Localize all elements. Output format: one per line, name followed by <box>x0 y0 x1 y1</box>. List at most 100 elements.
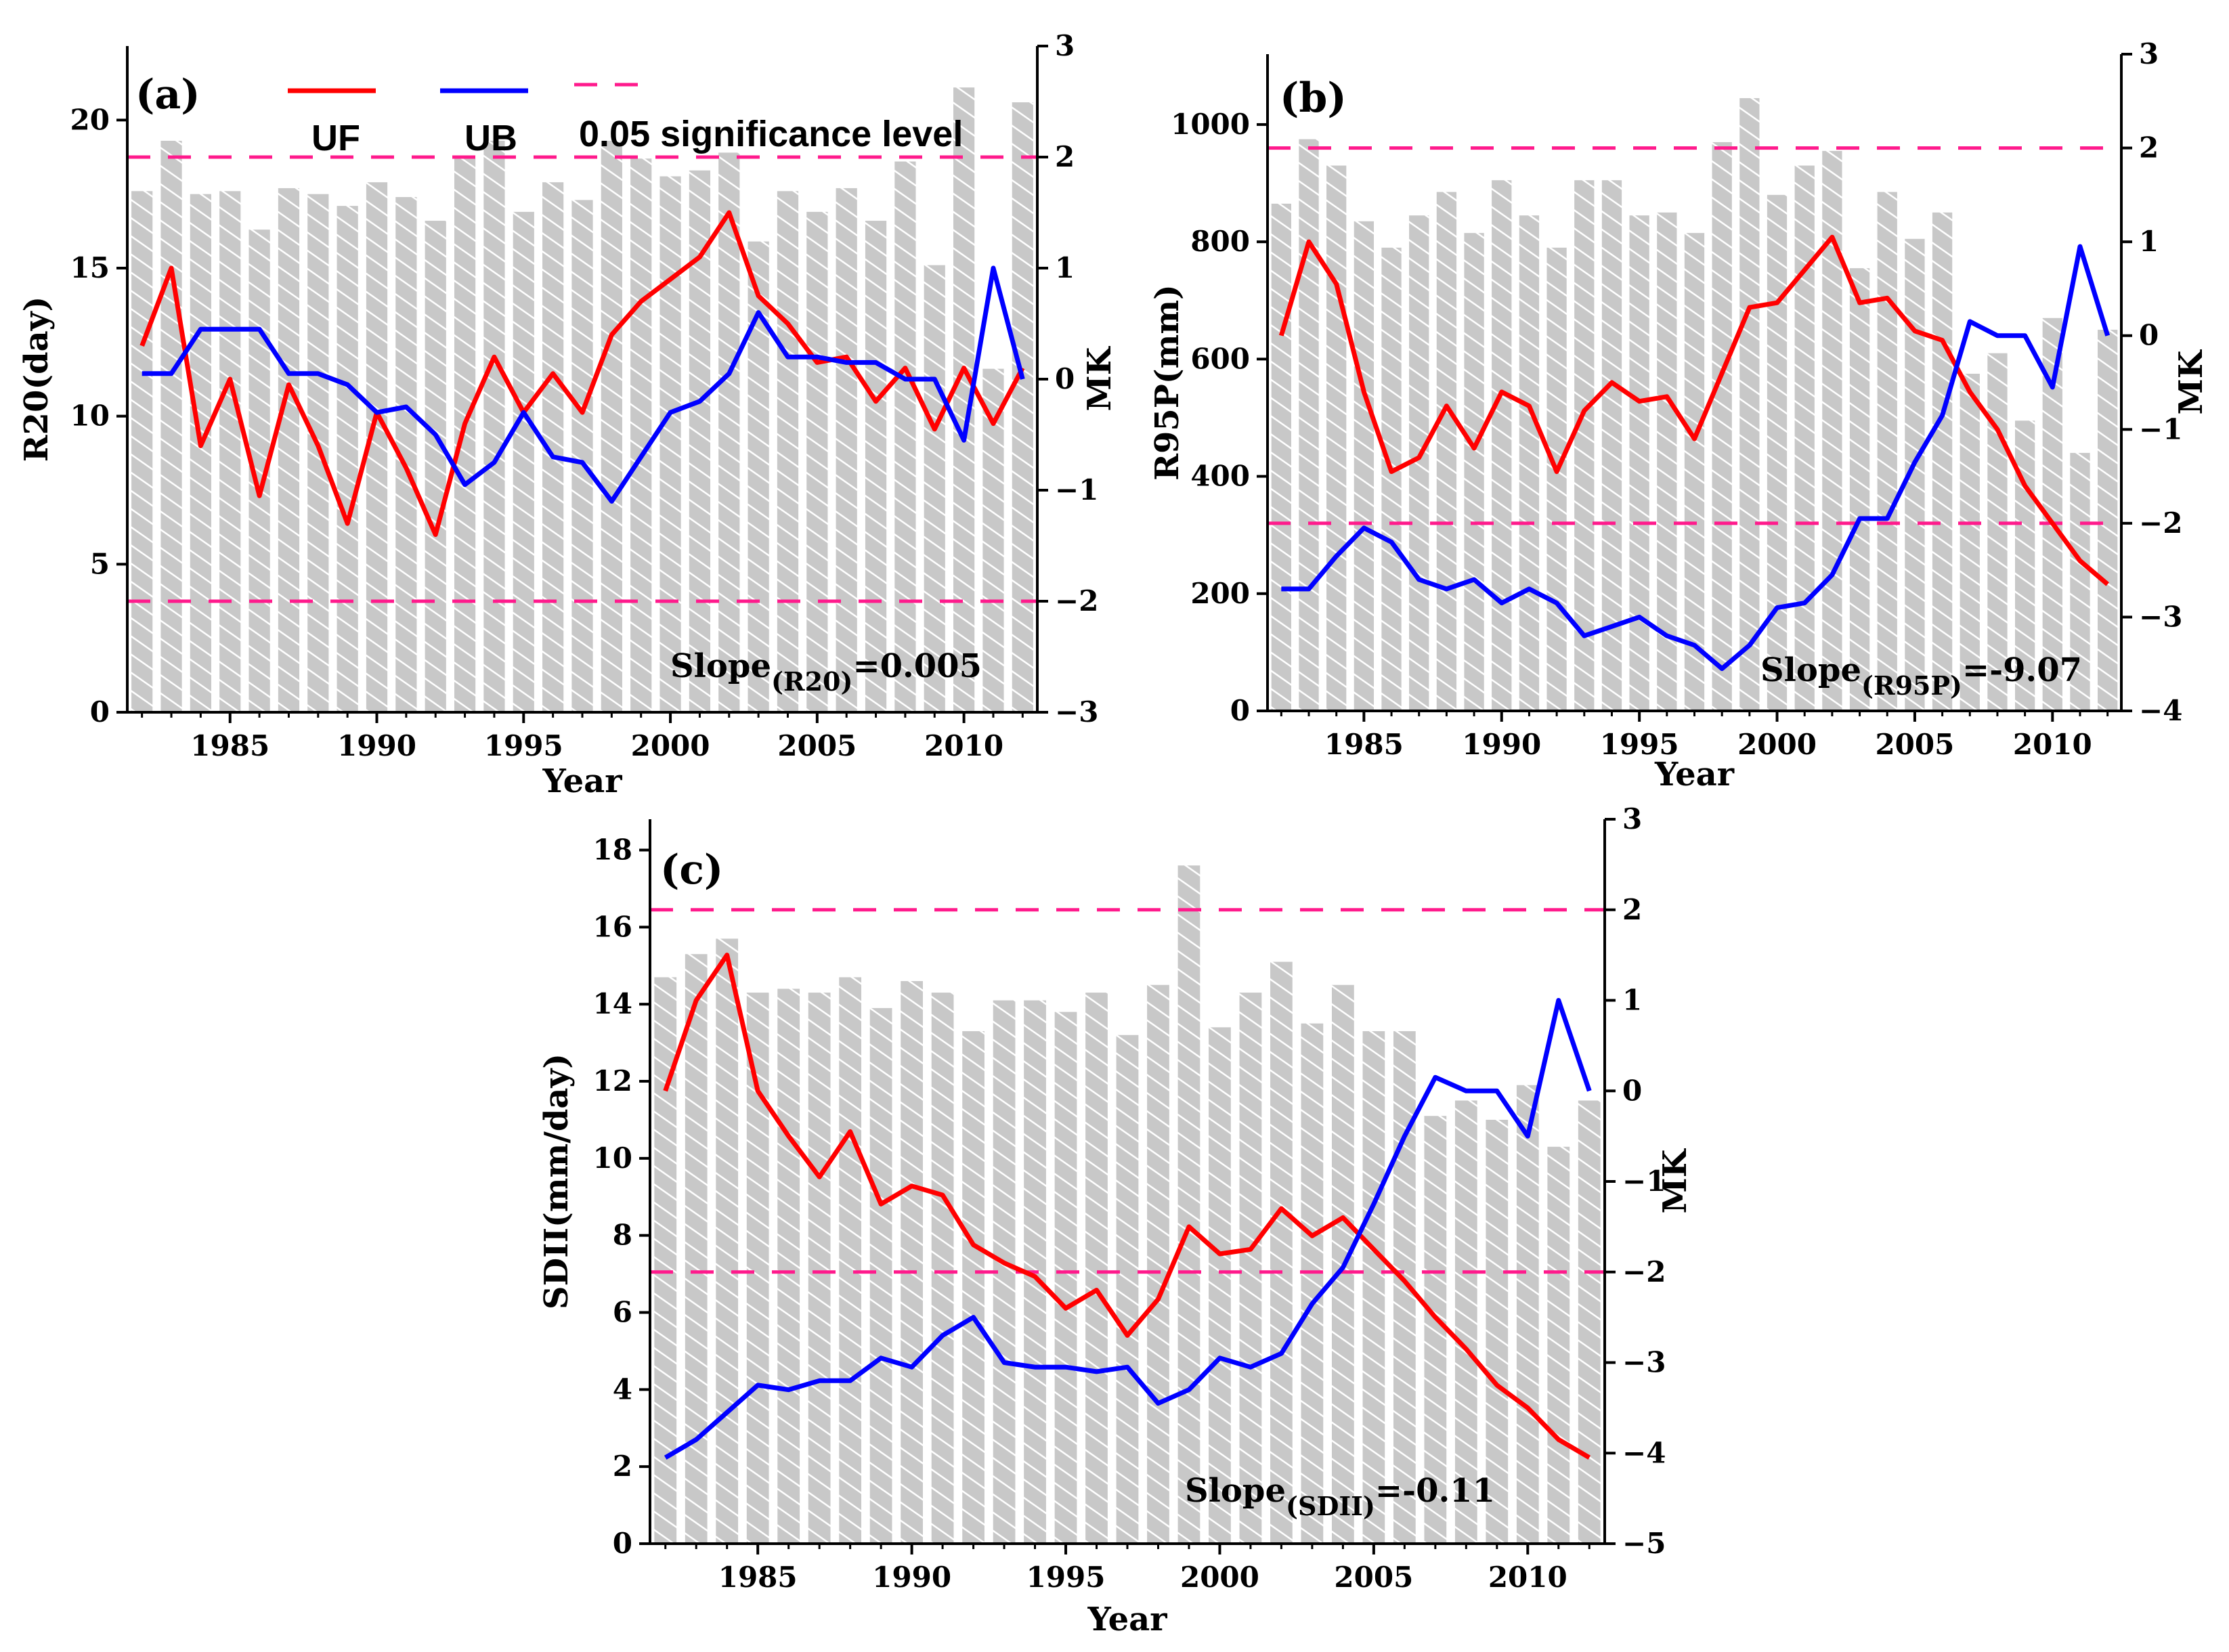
y2-tick-label: −2 <box>1622 1255 1666 1288</box>
bar-1991 <box>1519 215 1540 711</box>
bar-2009 <box>1486 1119 1509 1544</box>
bar-1996 <box>1657 212 1677 711</box>
x-axis-title: Year <box>1087 1601 1167 1638</box>
bar-1989 <box>337 206 358 712</box>
bar-1989 <box>869 1007 892 1544</box>
bar-1991 <box>931 993 954 1544</box>
y2-tick-label: 2 <box>1622 893 1642 926</box>
y-tick-label: 10 <box>593 1142 632 1175</box>
y2-tick-label: 1 <box>1055 251 1075 284</box>
bar-2000 <box>659 176 681 713</box>
bar-1992 <box>962 1031 984 1544</box>
bar-2004 <box>1877 192 1897 711</box>
bar-2012 <box>1578 1100 1601 1544</box>
bar-1984 <box>716 938 739 1544</box>
bar-1988 <box>839 977 862 1544</box>
x-tick-label: 1995 <box>1600 728 1679 761</box>
bar-2005 <box>806 211 828 712</box>
y-tick-label: 200 <box>1190 577 1250 610</box>
y2-tick-label: 3 <box>1055 29 1075 62</box>
bar-2012 <box>1012 102 1033 713</box>
y-tick-label: 16 <box>593 910 632 943</box>
bar-2006 <box>1932 212 1953 711</box>
slope-annotation: Slope(R95P)=-9.07 <box>1760 651 2082 701</box>
bar-1993 <box>1574 180 1595 712</box>
x-tick-label: 2000 <box>1737 728 1817 761</box>
legend-ub-label: UB <box>464 118 517 158</box>
bar-1984 <box>190 194 211 713</box>
bar-1985 <box>1354 221 1375 712</box>
bar-1998 <box>1712 142 1732 712</box>
y2-tick-label: 0 <box>1622 1074 1642 1107</box>
slope-annotation: Slope(SDII)=-0.11 <box>1185 1472 1495 1521</box>
x-tick-label: 2010 <box>924 729 1003 762</box>
bar-2012 <box>2098 330 2118 711</box>
panel-label: (b) <box>1280 74 1347 122</box>
bar-1982 <box>131 191 153 712</box>
y-tick-label: 1000 <box>1171 108 1250 141</box>
bar-1999 <box>1177 865 1200 1544</box>
y2-axis-title: MK <box>1656 1148 1694 1213</box>
y-axis-title: SDII(mm/day) <box>538 1053 576 1309</box>
x-tick-label: 1985 <box>1324 728 1404 761</box>
bar-2002 <box>1270 961 1293 1544</box>
x-tick-label: 1985 <box>718 1561 798 1594</box>
uf-series-line <box>1278 234 2109 586</box>
bar-1990 <box>1492 180 1512 712</box>
bar-1996 <box>1085 993 1108 1544</box>
x-tick-label: 1990 <box>1462 728 1541 761</box>
bar-1995 <box>513 211 534 712</box>
bar-2003 <box>1301 1023 1324 1544</box>
x-tick-label: 1995 <box>1026 1561 1106 1594</box>
bar-1999 <box>1739 97 1760 712</box>
y2-tick-label: 3 <box>2139 37 2159 70</box>
bar-1992 <box>1546 247 1567 711</box>
y2-tick-label: 3 <box>1622 802 1642 835</box>
bar-1993 <box>454 158 476 713</box>
bar-2011 <box>1547 1146 1570 1544</box>
y-axis-title: R20(day) <box>18 297 56 462</box>
y2-tick-label: 1 <box>2139 225 2159 258</box>
y-axis-title: R95P(mm) <box>1148 284 1186 481</box>
y2-axis-title: MK <box>1081 345 1119 411</box>
bar-1987 <box>278 188 300 712</box>
bar-1983 <box>685 954 708 1544</box>
y-tick-label: 2 <box>613 1450 632 1483</box>
y-tick-label: 8 <box>613 1219 632 1252</box>
bar-1990 <box>901 981 923 1544</box>
y2-tick-label: 2 <box>2139 131 2159 165</box>
y2-tick-label: 0 <box>1055 362 1075 395</box>
bar-2001 <box>689 170 711 712</box>
bar-1983 <box>160 140 182 713</box>
y-tick-label: 5 <box>90 547 110 580</box>
bar-1995 <box>1054 1012 1077 1544</box>
bar-1985 <box>219 191 241 712</box>
panel-c: 1985 1990 1995 2000 2005 2010024681012141618−… <box>538 802 1694 1638</box>
y2-tick-label: −1 <box>1622 1165 1666 1198</box>
y-tick-label: 0 <box>613 1527 632 1560</box>
x-axis-title: Year <box>1654 756 1735 794</box>
bar-2001 <box>1794 165 1815 711</box>
bar-1985 <box>746 993 769 1544</box>
panel-a: 1985 1990 1995 2000 2005 2010 0 5 10 15 20 −3 −2 −1 0 1… <box>18 29 1119 800</box>
bar-1998 <box>601 140 622 713</box>
bar-1989 <box>1464 233 1484 711</box>
y-tick-label: 20 <box>70 103 110 136</box>
bar-1988 <box>1436 192 1457 711</box>
legend-sig-label: 0.05 significance level <box>579 114 963 154</box>
bar-2003 <box>1849 268 1870 711</box>
bar-2007 <box>865 221 887 712</box>
bar-2011 <box>2070 452 2090 711</box>
y-tick-label: 6 <box>613 1296 632 1329</box>
y2-tick-label: −4 <box>1622 1436 1666 1469</box>
bar-2008 <box>894 161 916 712</box>
bar-series <box>131 87 1033 713</box>
bar-series <box>1271 97 2118 712</box>
y-tick-label: 800 <box>1190 225 1250 258</box>
x-tick-label: 1995 <box>484 729 563 762</box>
bar-2007 <box>1960 374 1980 711</box>
y2-tick-label: −3 <box>2139 600 2182 633</box>
bar-2002 <box>718 152 740 712</box>
x-tick-label: 1990 <box>872 1561 951 1594</box>
